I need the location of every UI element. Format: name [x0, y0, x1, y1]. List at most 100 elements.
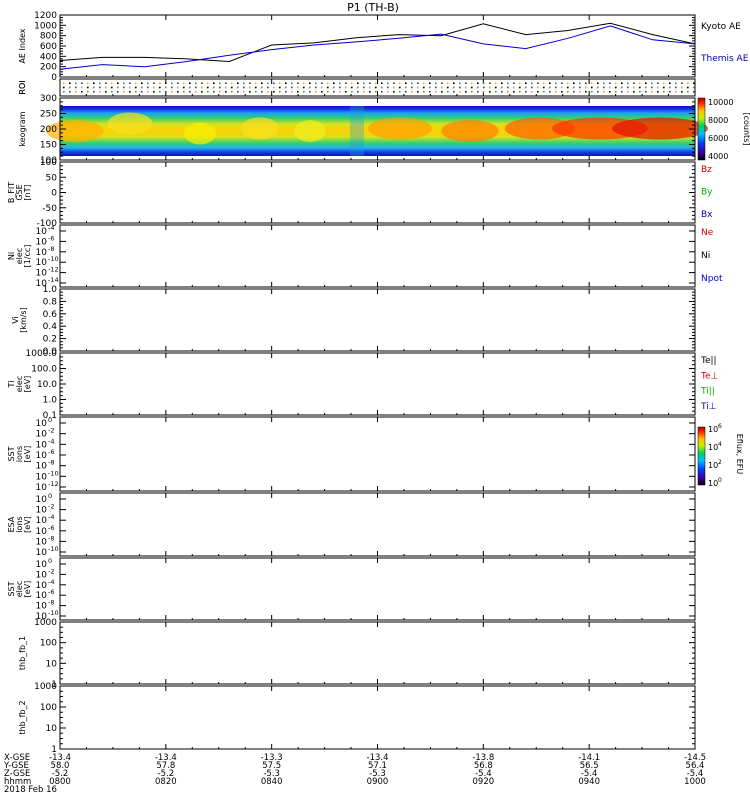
- roi-dot: [243, 90, 245, 93]
- roi-dot: [459, 82, 461, 85]
- roi-dot: [135, 82, 137, 85]
- y-axis-label: elec: [15, 376, 24, 392]
- roi-dot: [447, 90, 449, 93]
- roi-dot: [633, 86, 635, 89]
- y-tick-label: 10: [36, 462, 48, 472]
- roi-dot: [471, 86, 473, 89]
- roi-dot: [645, 86, 647, 89]
- roi-dot: [357, 90, 359, 93]
- y-tick-label: 0: [51, 73, 57, 83]
- roi-dot: [453, 82, 455, 85]
- roi-dot: [567, 90, 569, 93]
- roi-dot: [501, 90, 503, 93]
- roi-dot: [363, 90, 365, 93]
- y-tick-exponent: 0: [48, 557, 52, 565]
- y-tick-exponent: -4: [48, 513, 54, 521]
- roi-dot: [675, 82, 677, 85]
- roi-dot: [477, 90, 479, 93]
- y-tick-label: 10: [36, 451, 48, 461]
- colorbar-tick-mantissa: 10: [708, 479, 718, 488]
- roi-dot: [117, 90, 119, 93]
- y-tick-exponent: -8: [48, 534, 54, 542]
- roi-dot: [621, 90, 623, 93]
- roi-dot: [219, 86, 221, 89]
- colorbar-tick-label: 6000: [708, 134, 728, 143]
- roi-dot: [603, 82, 605, 85]
- roi-dot: [345, 82, 347, 85]
- panel-frame: [59, 621, 696, 685]
- roi-dot: [183, 90, 185, 93]
- roi-dot: [543, 90, 545, 93]
- roi-dot: [675, 90, 677, 93]
- footer-tick-value: 56.4: [686, 761, 705, 771]
- roi-dot: [555, 90, 557, 93]
- y-tick-label: 100: [40, 639, 57, 649]
- roi-dot: [135, 86, 137, 89]
- roi-dot: [525, 86, 527, 89]
- roi-dot: [621, 86, 623, 89]
- y-tick-label: 1.0: [43, 396, 58, 406]
- y-tick-label: 0.6: [43, 310, 58, 320]
- y-tick-label: 100.0: [31, 365, 57, 375]
- y-tick-label: 10: [36, 419, 48, 429]
- y-tick-exponent: -8: [48, 245, 54, 253]
- roi-dot: [249, 82, 251, 85]
- y-axis-label: SST: [7, 581, 16, 596]
- panel-frame: [59, 14, 696, 78]
- colorbar-tick-label: 8000: [708, 116, 728, 125]
- roi-dot: [435, 90, 437, 93]
- roi-dot: [567, 82, 569, 85]
- roi-dot: [435, 86, 437, 89]
- panel-vi: Vi [km/s] 0.0 0.2 0.4 0.6 0.8 1.0: [11, 285, 696, 357]
- roi-dot: [237, 90, 239, 93]
- roi-dot: [285, 86, 287, 89]
- panel-frame: [59, 288, 696, 352]
- roi-dot: [339, 90, 341, 93]
- roi-dot: [117, 82, 119, 85]
- colorbar-tick-exponent: 6: [718, 423, 722, 430]
- roi-dot: [639, 82, 641, 85]
- roi-dot: [681, 86, 683, 89]
- roi-dot: [207, 82, 209, 85]
- roi-dot: [261, 82, 263, 85]
- roi-dot: [405, 90, 407, 93]
- footer-tick-value: -13.8: [472, 753, 494, 763]
- y-axis-label: [1/cc]: [23, 245, 32, 268]
- footer-tick-value: 0940: [578, 777, 600, 787]
- roi-dot: [375, 82, 377, 85]
- y-tick-exponent: -6: [48, 588, 54, 596]
- footer-tick-value: -5.4: [581, 769, 598, 779]
- colorbar-tick-label: 10000: [708, 98, 733, 107]
- roi-dot: [315, 90, 317, 93]
- roi-dot: [159, 82, 161, 85]
- footer-tick-value: -5.4: [687, 769, 704, 779]
- roi-dot: [603, 90, 605, 93]
- y-axis-label: ROI: [18, 80, 27, 94]
- roi-dot: [213, 82, 215, 85]
- footer-row-label: 2018 Feb 16: [4, 785, 57, 795]
- panel-bfit: B_FIT GSE [nT] -100 -50 0 50 100 Bz By Bx: [7, 158, 713, 229]
- y-tick-label: 10: [36, 612, 48, 622]
- roi-dot: [381, 82, 383, 85]
- footer-tick-value: -5.2: [158, 769, 175, 779]
- roi-dot: [633, 90, 635, 93]
- roi-dot: [195, 86, 197, 89]
- roi-dot: [495, 86, 497, 89]
- legend-entry: Ne: [701, 228, 714, 238]
- roi-dot: [93, 86, 95, 89]
- roi-dot: [231, 82, 233, 85]
- y-tick-label: 1200: [34, 11, 57, 21]
- roi-dot: [153, 90, 155, 93]
- roi-dot: [351, 86, 353, 89]
- roi-dot: [447, 82, 449, 85]
- roi-dot: [465, 90, 467, 93]
- roi-dot: [417, 82, 419, 85]
- y-axis-label: B_FIT: [7, 182, 16, 203]
- roi-dot: [213, 86, 215, 89]
- roi-dot: [285, 90, 287, 93]
- y-tick-exponent: -6: [48, 448, 54, 456]
- roi-dot: [87, 86, 89, 89]
- roi-dot: [165, 82, 167, 85]
- roi-dot: [63, 90, 65, 93]
- colorbar-label: Eflux, EFU: [735, 434, 744, 475]
